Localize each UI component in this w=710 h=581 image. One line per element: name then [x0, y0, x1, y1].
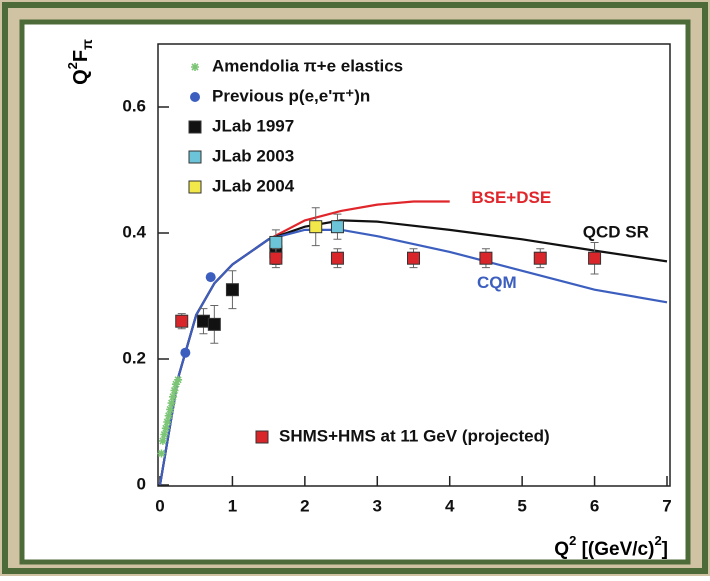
x-label-part: Q	[554, 539, 569, 560]
x-tick-label: 4	[445, 496, 455, 515]
x-label-part: 2	[654, 533, 661, 548]
y-tick-label: 0.6	[122, 96, 146, 115]
x-label-part: [(GeV/c)	[576, 539, 654, 560]
point	[330, 251, 344, 265]
legend-label: JLab 2004	[212, 176, 295, 195]
point	[166, 405, 175, 414]
point	[170, 386, 179, 395]
legend-label: Amendolia π+e elastics	[212, 56, 403, 75]
point	[309, 220, 323, 234]
plot-frame	[157, 43, 671, 487]
curve-label: QCD SR	[583, 222, 649, 241]
legend-marker	[188, 150, 202, 164]
x-tick-label: 7	[662, 496, 671, 515]
legend-marker	[191, 63, 199, 71]
point	[161, 424, 170, 433]
curve-label: BSE+DSE	[471, 188, 551, 207]
point	[205, 272, 216, 283]
legend-label: SHMS+HMS at 11 GeV (projected)	[279, 426, 550, 445]
x-tick-label: 0	[155, 496, 164, 515]
point	[164, 411, 173, 420]
legend-label: JLab 2003	[212, 146, 294, 165]
point	[330, 220, 344, 234]
point	[169, 392, 178, 401]
x-tick-label: 3	[373, 496, 382, 515]
point	[160, 430, 169, 439]
point	[174, 375, 183, 384]
x-label: Q2 [(GeV/c)2]	[554, 533, 668, 560]
point	[175, 314, 189, 328]
x-label-part: ]	[662, 539, 668, 560]
panel	[19, 19, 691, 565]
x-tick-label: 2	[300, 496, 309, 515]
x-tick-label: 5	[517, 496, 526, 515]
legend-marker	[255, 430, 269, 444]
point	[269, 235, 283, 249]
y-label-part: F	[70, 50, 92, 62]
curve	[158, 228, 668, 486]
x-tick-label: 1	[228, 496, 237, 515]
y-label-part: Q	[70, 69, 92, 85]
point	[588, 251, 602, 265]
point	[533, 251, 547, 265]
point	[158, 436, 167, 445]
point	[269, 251, 283, 265]
y-label: Q2Fπ	[65, 39, 94, 85]
y-tick-label: 0.2	[122, 348, 146, 367]
point	[207, 317, 221, 331]
frame-border	[2, 2, 708, 574]
point	[167, 399, 176, 408]
legend-marker	[188, 180, 202, 194]
legend-label: JLab 1997	[212, 116, 294, 135]
point	[225, 283, 239, 297]
y-label-part: π	[79, 39, 95, 50]
legend-marker	[190, 92, 200, 102]
point	[479, 251, 493, 265]
point	[171, 380, 180, 389]
point	[157, 449, 166, 458]
x-tick-label: 6	[590, 496, 599, 515]
curve-label: CQM	[477, 273, 517, 292]
legend-label: Previous p(e,e'π⁺)n	[212, 86, 370, 105]
y-label-part: 2	[65, 62, 80, 69]
point	[196, 314, 210, 328]
y-tick-label: 0.4	[122, 222, 146, 241]
y-tick-label: 0	[137, 474, 146, 493]
point	[180, 347, 191, 358]
point	[407, 251, 420, 265]
point	[163, 418, 172, 426]
legend-marker	[188, 120, 202, 134]
x-label-part: 2	[569, 533, 576, 548]
